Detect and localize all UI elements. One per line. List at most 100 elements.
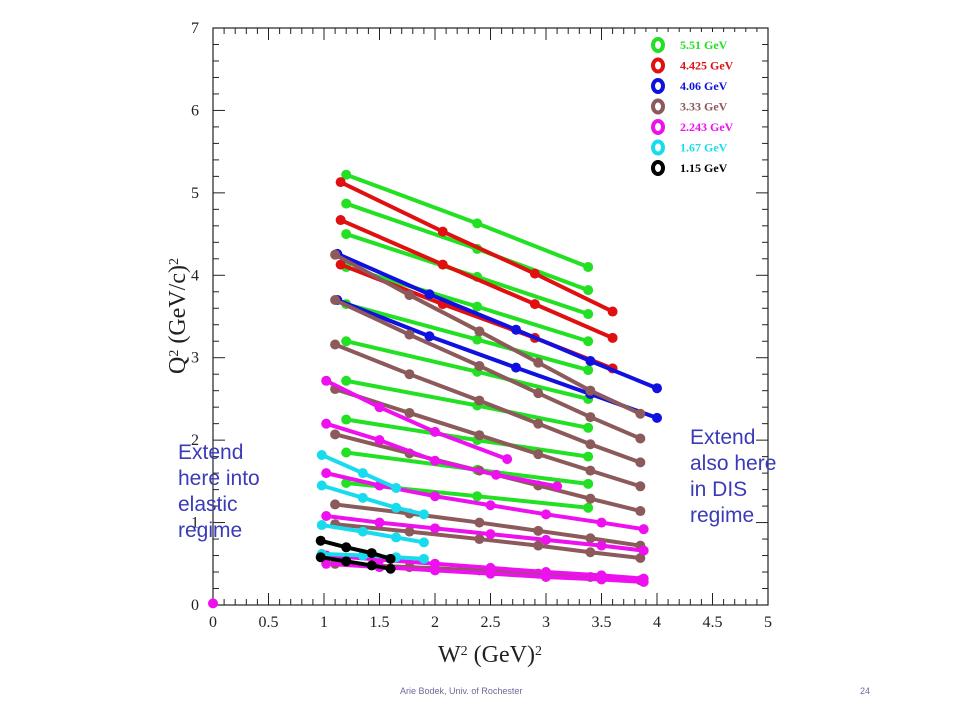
data-point bbox=[552, 481, 563, 492]
data-point bbox=[374, 517, 385, 528]
series-3-33-gev bbox=[330, 249, 646, 586]
data-point bbox=[533, 449, 544, 460]
data-point bbox=[391, 502, 402, 513]
data-point bbox=[330, 499, 341, 510]
data-point bbox=[583, 451, 594, 462]
data-point bbox=[472, 301, 483, 312]
data-point bbox=[437, 226, 448, 237]
data-point bbox=[583, 309, 594, 320]
data-point bbox=[533, 525, 544, 536]
x-tick-label: 1.5 bbox=[370, 614, 390, 631]
data-point bbox=[357, 468, 368, 479]
data-point bbox=[341, 556, 352, 567]
data-point bbox=[341, 447, 352, 458]
data-point bbox=[583, 478, 594, 489]
data-point bbox=[541, 534, 551, 545]
data-point bbox=[341, 478, 352, 489]
data-point bbox=[638, 524, 649, 535]
data-point bbox=[418, 509, 429, 520]
legend-label: 4.06 GeV bbox=[680, 79, 728, 93]
data-point bbox=[596, 517, 607, 528]
data-point bbox=[596, 540, 607, 551]
data-point bbox=[330, 339, 341, 350]
data-point bbox=[418, 537, 429, 548]
data-point bbox=[316, 449, 327, 460]
data-point bbox=[583, 285, 594, 296]
series-line bbox=[318, 555, 393, 571]
y-tick-label: 1 bbox=[191, 515, 199, 532]
data-point bbox=[321, 468, 332, 479]
x-tick-label: 2 bbox=[431, 614, 439, 631]
data-point bbox=[491, 469, 502, 480]
data-point bbox=[485, 529, 496, 540]
data-point bbox=[341, 414, 352, 425]
y-tick-label: 0 bbox=[191, 597, 199, 614]
data-point bbox=[321, 558, 332, 569]
data-point bbox=[585, 533, 596, 544]
data-point bbox=[430, 565, 440, 576]
data-point bbox=[585, 439, 596, 450]
data-point bbox=[335, 215, 346, 226]
x-tick-label: 0.5 bbox=[259, 614, 279, 631]
series-line bbox=[333, 298, 643, 441]
data-point bbox=[341, 169, 352, 180]
data-point bbox=[541, 509, 551, 520]
x-tick-label: 1 bbox=[320, 614, 328, 631]
data-point bbox=[585, 547, 596, 558]
legend-marker bbox=[651, 78, 665, 94]
y-tick-label: 5 bbox=[191, 185, 199, 202]
data-point bbox=[533, 418, 544, 429]
data-point bbox=[374, 402, 385, 413]
data-point bbox=[585, 493, 596, 504]
x-axis-title: W2 (GeV)2 bbox=[438, 642, 542, 668]
x-tick-label: 3.5 bbox=[592, 614, 612, 631]
y-axis-title: Q2 (GeV/c)2 bbox=[165, 258, 191, 374]
data-point bbox=[404, 369, 415, 380]
footer-author: Arie Bodek, Univ. of Rochester bbox=[400, 686, 523, 696]
data-point bbox=[607, 306, 618, 317]
data-point bbox=[635, 457, 646, 468]
series-line bbox=[333, 252, 643, 416]
data-point bbox=[511, 324, 522, 335]
page-number: 24 bbox=[860, 686, 871, 696]
data-point bbox=[430, 523, 440, 534]
data-point bbox=[391, 482, 402, 493]
data-point bbox=[404, 290, 415, 301]
data-point bbox=[321, 418, 332, 429]
data-point bbox=[341, 229, 352, 240]
data-point bbox=[583, 422, 594, 433]
legend-marker bbox=[651, 160, 665, 176]
series-line bbox=[318, 538, 393, 561]
data-point bbox=[474, 326, 485, 337]
data-point bbox=[635, 506, 646, 517]
x-tick-label: 5 bbox=[764, 614, 772, 631]
legend-marker bbox=[651, 119, 665, 135]
x-tick-label: 2.5 bbox=[481, 614, 501, 631]
y-tick-label: 6 bbox=[191, 102, 199, 119]
data-point bbox=[335, 259, 346, 270]
data-point bbox=[638, 545, 649, 556]
series-line bbox=[333, 387, 643, 489]
data-point bbox=[315, 552, 326, 563]
legend-marker bbox=[651, 98, 665, 115]
series-line bbox=[333, 522, 643, 561]
data-point bbox=[533, 388, 544, 399]
legend-marker bbox=[651, 139, 665, 156]
data-point bbox=[472, 334, 483, 345]
series-2-243-gev bbox=[208, 375, 649, 609]
data-point bbox=[341, 375, 352, 386]
data-point bbox=[437, 259, 448, 270]
data-point bbox=[583, 502, 594, 513]
data-point bbox=[341, 336, 352, 347]
data-point bbox=[583, 262, 594, 273]
y-tick-label: 2 bbox=[191, 432, 199, 449]
data-point bbox=[316, 480, 327, 491]
data-point bbox=[583, 336, 594, 347]
data-point bbox=[585, 412, 596, 423]
data-point bbox=[585, 356, 596, 367]
data-point bbox=[474, 360, 485, 371]
data-point bbox=[430, 491, 440, 502]
data-point bbox=[607, 332, 618, 343]
legend-label: 4.425 GeV bbox=[680, 59, 734, 73]
